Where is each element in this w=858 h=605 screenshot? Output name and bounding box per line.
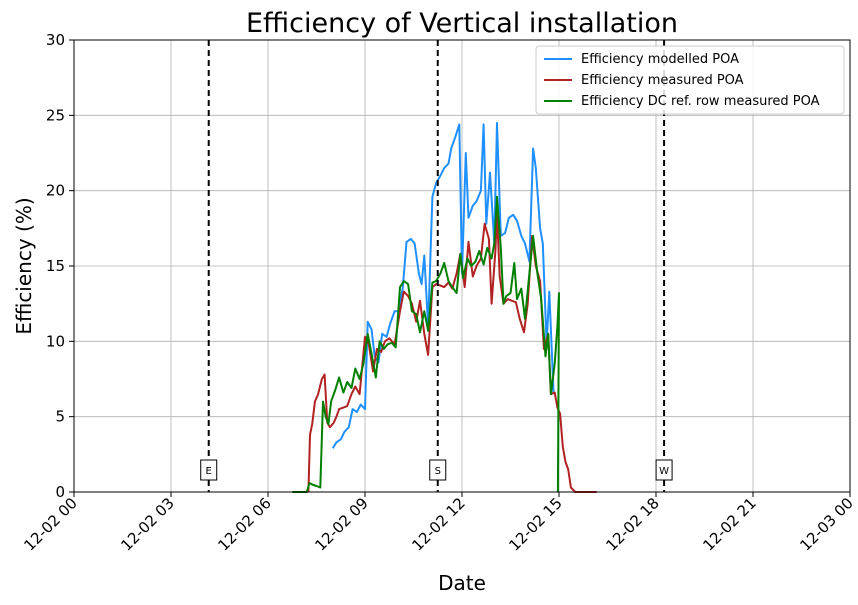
y-tick-label: 5: [55, 408, 65, 426]
legend-entry-label: Efficiency measured POA: [581, 73, 744, 88]
x-tick-label: 12-02 18: [602, 494, 662, 554]
y-tick-label: 25: [46, 106, 65, 124]
marker-label-w: W: [659, 466, 669, 477]
x-tick-label: 12-02 00: [20, 494, 80, 554]
y-tick-label: 30: [46, 31, 65, 49]
marker-box-s: [429, 459, 447, 481]
x-tick-label: 12-02 21: [699, 494, 759, 554]
y-tick-label: 15: [46, 257, 65, 275]
series-line-3: [292, 195, 560, 493]
legend-entry-label: Efficiency DC ref. row measured POA: [581, 94, 820, 109]
legend-box: [535, 45, 845, 115]
chart-title: Efficiency of Vertical installation: [246, 8, 678, 39]
series-line-2: [307, 212, 597, 493]
x-tick-label: 12-02 15: [505, 494, 565, 554]
x-tick-label: 12-02 03: [117, 494, 177, 554]
marker-label-e: E: [206, 466, 212, 477]
marker-label-s: S: [435, 466, 441, 477]
x-tick-label: 12-02 09: [311, 494, 371, 554]
marker-box-w: [655, 459, 673, 481]
y-axis-label: Efficiency (%): [12, 197, 36, 334]
legend-entry-label: Efficiency modelled POA: [581, 52, 739, 67]
x-tick-label: 12-02 06: [214, 494, 274, 554]
series-line-1: [331, 121, 555, 449]
x-tick-label: 12-02 12: [408, 494, 468, 554]
x-axis-label: Date: [438, 571, 486, 595]
y-tick-label: 0: [55, 483, 65, 501]
y-tick-label: 20: [46, 182, 65, 200]
y-tick-label: 10: [46, 332, 65, 350]
legend: Efficiency modelled POA Efficiency measur…: [535, 45, 845, 115]
x-tick-label: 12-03 00: [796, 494, 856, 554]
marker-box-e: [200, 459, 218, 481]
